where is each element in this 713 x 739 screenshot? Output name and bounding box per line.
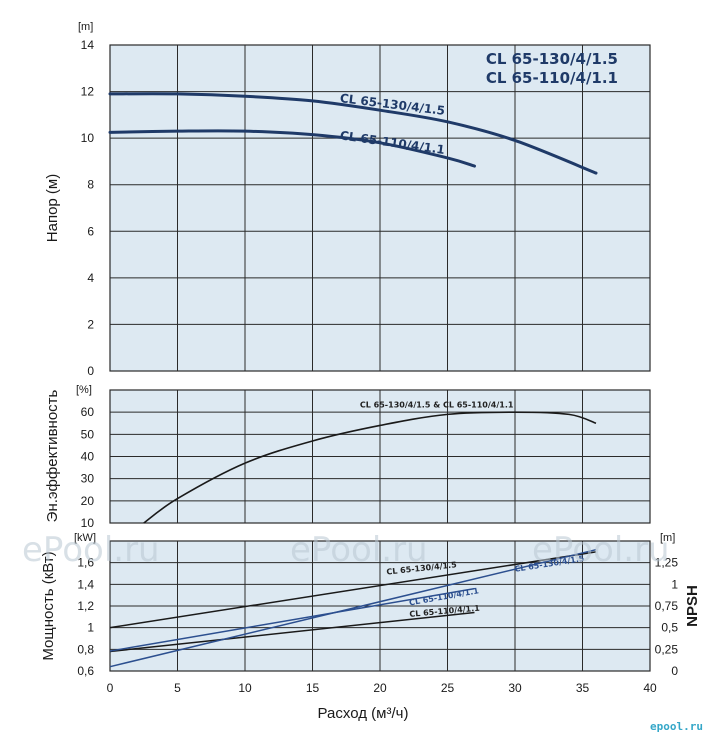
head-y-tick-label: 6 bbox=[87, 224, 94, 238]
watermark-text: ePool.ru bbox=[532, 530, 670, 570]
eff-y-tick-label: 50 bbox=[81, 427, 95, 441]
power-line-2 bbox=[109, 611, 475, 653]
eff-curve-label: CL 65-130/4/1.5 & CL 65-110/4/1.1 bbox=[360, 400, 514, 409]
npsh-y-unit: [m] bbox=[660, 532, 675, 544]
chart-extras: ePool.ru ePool.ru ePool.ru epool.ru bbox=[22, 530, 703, 733]
head-panel: 0 2 4 6 8 10 12 14 [m] Напор (м) CL 65-130/4/1.5CL… bbox=[44, 21, 651, 378]
pow-y-tick-label: 0,8 bbox=[77, 642, 94, 656]
npsh-y-tick-label: 0,25 bbox=[655, 642, 679, 656]
head-y-tick-label: 0 bbox=[87, 364, 94, 378]
pow-y-axis-title: Мощность (кВт) bbox=[40, 551, 57, 660]
head-y-tick-label: 14 bbox=[81, 38, 95, 52]
npsh-y-tick-label: 0 bbox=[671, 664, 678, 678]
eff-curve bbox=[143, 411, 597, 524]
head-y-tick-label: 2 bbox=[87, 317, 94, 331]
x-tick-label: 5 bbox=[174, 681, 181, 695]
head-y-unit: [m] bbox=[78, 21, 93, 33]
eff-y-unit: [%] bbox=[76, 384, 92, 396]
eff-y-tick-label: 20 bbox=[81, 494, 95, 508]
npsh-y-tick-label: 1,25 bbox=[655, 556, 679, 570]
head-curve-2 bbox=[108, 129, 476, 168]
x-tick-label: 30 bbox=[508, 681, 522, 695]
x-tick-label: 10 bbox=[238, 681, 252, 695]
eff-y-tick-label: 30 bbox=[81, 472, 95, 486]
npsh-y-tick-label: 0,75 bbox=[655, 599, 679, 613]
head-y-tick-label: 10 bbox=[81, 131, 95, 145]
eff-y-axis-title: Эн.эффективность bbox=[44, 389, 61, 522]
watermark-text: ePool.ru bbox=[22, 530, 160, 570]
x-tick-label: 20 bbox=[373, 681, 387, 695]
head-y-tick-label: 12 bbox=[81, 85, 95, 99]
npsh-y-tick-label: 0,5 bbox=[661, 621, 678, 635]
pow-y-tick-label: 1,4 bbox=[77, 577, 94, 591]
x-tick-label: 35 bbox=[576, 681, 590, 695]
pow-y-unit: [kW] bbox=[74, 532, 96, 544]
head-y-tick-label: 4 bbox=[87, 271, 94, 285]
npsh-y-axis-title: NPSH bbox=[684, 585, 701, 627]
x-tick-label: 40 bbox=[643, 681, 657, 695]
head-y-tick-label: 8 bbox=[87, 178, 94, 192]
npsh-line-4 bbox=[109, 587, 475, 652]
eff-y-tick-label: 10 bbox=[81, 516, 95, 530]
x-tick-label: 15 bbox=[306, 681, 320, 695]
pow-y-tick-label: 1,2 bbox=[77, 599, 94, 613]
x-tick-label: 25 bbox=[441, 681, 455, 695]
x-tick-label: 0 bbox=[107, 681, 114, 695]
eff-y-tick-label: 60 bbox=[81, 405, 95, 419]
power-line-1 bbox=[109, 551, 597, 629]
epool-logo: epool.ru bbox=[650, 720, 703, 733]
head-y-axis-title: Напор (м) bbox=[44, 174, 61, 242]
head-corner-title-line: CL 65-130/4/1.5 bbox=[486, 50, 618, 68]
head-curve-1 bbox=[108, 92, 598, 175]
npsh-y-tick-label: 1 bbox=[671, 577, 678, 591]
watermark-text: ePool.ru bbox=[290, 530, 428, 570]
pow-y-tick-label: 1,6 bbox=[77, 556, 94, 570]
efficiency-panel: 10 20 30 40 50 60 [%] Эн.эффективность CL 65-130… bbox=[44, 384, 651, 530]
pow-y-tick-label: 0,6 bbox=[77, 664, 94, 678]
x-axis-title: Расход (м³/ч) bbox=[318, 705, 409, 722]
eff-y-tick-label: 40 bbox=[81, 450, 95, 464]
head-corner-title-line: CL 65-110/4/1.1 bbox=[486, 69, 618, 87]
npsh-line-3 bbox=[109, 548, 597, 668]
power-npsh-panel: 0,6 0,8 1 1,2 1,4 1,6 0 0,25 0,5 0,75 1 1,25 [kW] [m]… bbox=[40, 532, 701, 722]
pow-y-tick-label: 1 bbox=[87, 621, 94, 635]
